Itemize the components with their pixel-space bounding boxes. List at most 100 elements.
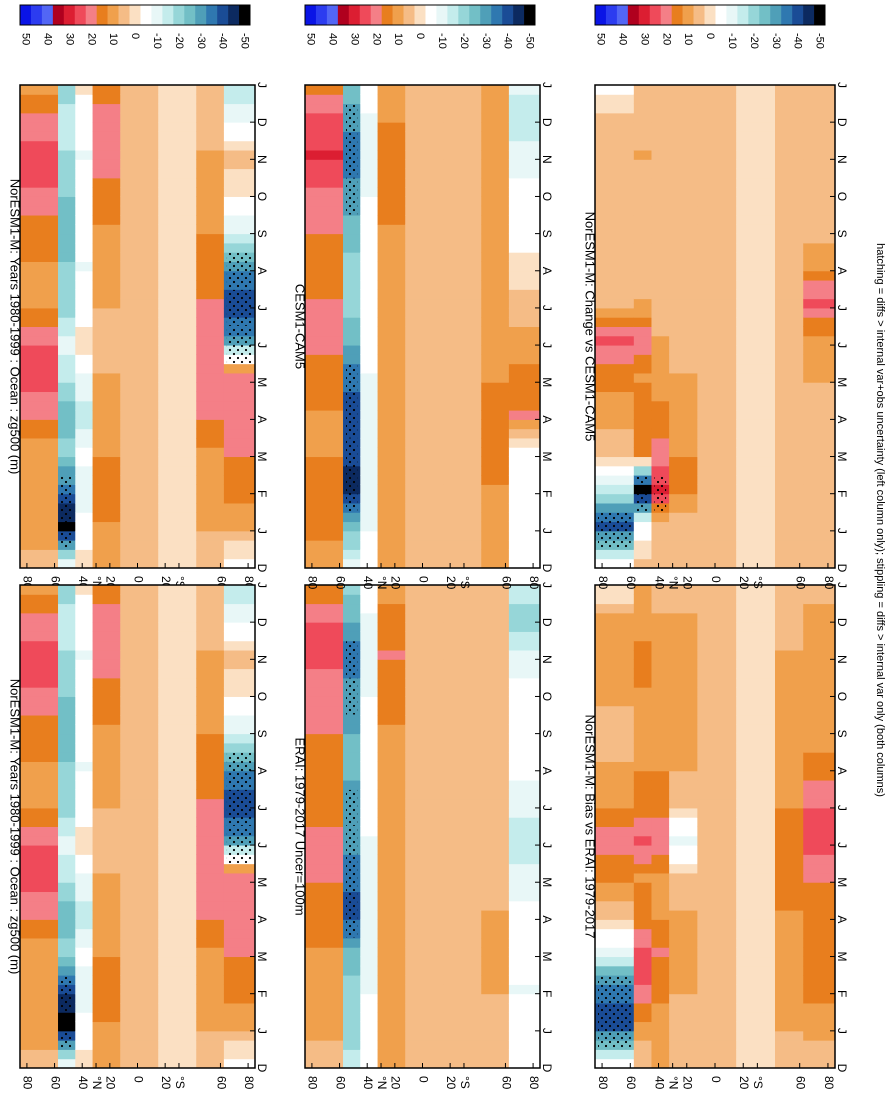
- colorbar-label: -50: [239, 33, 251, 49]
- heatmap-cell: [196, 984, 225, 995]
- colorbar-swatch: [469, 5, 481, 25]
- heatmap-cell: [360, 215, 379, 225]
- stipple-mark: [226, 289, 252, 326]
- heatmap-cell: [651, 326, 670, 337]
- heatmap-cell: [669, 233, 698, 244]
- heatmap-cell: [669, 1012, 698, 1023]
- stipple-mark: [654, 475, 667, 512]
- heatmap-cell: [633, 335, 652, 346]
- heatmap-cell: [305, 752, 344, 762]
- heatmap-cell: [775, 363, 804, 374]
- heatmap-cell: [75, 780, 94, 790]
- heatmap-cell: [405, 780, 444, 790]
- heatmap-cell: [223, 196, 256, 207]
- heatmap-cell: [377, 224, 406, 235]
- heatmap-cell: [736, 696, 776, 707]
- heatmap-cell: [343, 521, 361, 532]
- heatmap-cell: [443, 549, 482, 560]
- heatmap-cell: [736, 103, 776, 114]
- heatmap-cell: [196, 112, 225, 123]
- heatmap-cell: [803, 724, 836, 735]
- figure-footnote: hatching = diffs > internal var+obs unce…: [874, 243, 886, 797]
- heatmap-cell: [669, 419, 698, 430]
- heatmap-cell: [633, 845, 652, 855]
- heatmap-cell: [377, 937, 406, 948]
- panel-title: NorESM1-M: Years 1980-1999 : Ocean : zg5…: [8, 179, 23, 475]
- heatmap-cell: [92, 1002, 121, 1013]
- heatmap-cell: [803, 817, 836, 827]
- colorbar-swatch: [173, 5, 185, 25]
- heatmap-cell: [377, 975, 406, 985]
- heatmap-cell: [481, 112, 510, 123]
- heatmap-cell: [595, 724, 635, 735]
- colorbar-swatch: [337, 5, 350, 25]
- heatmap-cell: [775, 761, 804, 772]
- heatmap-cell: [651, 530, 670, 541]
- heatmap-cell: [405, 770, 444, 781]
- heatmap-cell: [405, 677, 444, 688]
- heatmap-cell: [20, 1002, 59, 1013]
- heatmap-cell: [443, 1021, 482, 1032]
- heatmap-cell: [196, 140, 225, 151]
- heatmap-cell: [305, 521, 344, 532]
- heatmap-cell: [92, 724, 121, 735]
- heatmap-cell: [158, 112, 197, 123]
- heatmap-cell: [443, 761, 482, 772]
- heatmap-cell: [58, 845, 76, 855]
- heatmap-cell: [633, 631, 652, 642]
- heatmap-cell: [736, 493, 776, 504]
- heatmap-cell: [508, 410, 541, 420]
- heatmap-cell: [736, 1030, 776, 1041]
- heatmap-cell: [775, 724, 804, 735]
- heatmap-cell: [697, 298, 737, 309]
- x-tick-label: D: [255, 618, 269, 627]
- heatmap-cell: [481, 798, 510, 809]
- heatmap-cell: [196, 1049, 225, 1060]
- heatmap-cell: [633, 659, 652, 670]
- heatmap-cell: [633, 540, 652, 550]
- heatmap-cell: [120, 475, 159, 485]
- heatmap-cell: [196, 94, 225, 105]
- heatmap-cell: [92, 85, 121, 95]
- heatmap-cell: [343, 298, 361, 309]
- heatmap-cell: [633, 372, 652, 383]
- heatmap-cell: [775, 984, 804, 995]
- x-tick-label: A: [540, 915, 554, 923]
- heatmap-cell: [377, 159, 406, 170]
- colorbar-label: 10: [392, 33, 404, 45]
- heatmap-cell: [443, 640, 482, 651]
- heatmap-cell: [669, 196, 698, 207]
- heatmap-cell: [651, 733, 670, 744]
- heatmap-cell: [595, 419, 635, 430]
- heatmap-cell: [595, 872, 635, 883]
- heatmap-cell: [305, 993, 344, 1004]
- heatmap-cell: [803, 196, 836, 207]
- heatmap-cell: [595, 122, 635, 132]
- heatmap-cell: [58, 298, 76, 309]
- colorbar-swatch: [436, 5, 448, 25]
- heatmap-cell: [669, 150, 698, 160]
- x-tick-label: F: [540, 490, 554, 497]
- heatmap-cell: [377, 733, 406, 744]
- heatmap-cell: [223, 937, 256, 948]
- heatmap-cell: [120, 863, 159, 874]
- x-tick-label: D: [540, 564, 554, 573]
- heatmap-cell: [803, 919, 836, 930]
- heatmap-cell: [75, 103, 94, 114]
- colorbar-1: 50 40 30 20 10 0 -10 -20 -30 -40 -50: [304, 4, 536, 49]
- x-tick-label: J: [255, 305, 269, 311]
- heatmap-cell: [360, 502, 379, 513]
- heatmap-cell: [736, 447, 776, 458]
- heatmap-cell: [736, 512, 776, 523]
- heatmap-cell: [697, 150, 737, 160]
- heatmap-cell: [120, 85, 159, 95]
- heatmap-cell: [775, 650, 804, 660]
- heatmap-cell: [377, 103, 406, 114]
- heatmap-cell: [595, 612, 635, 623]
- heatmap-cell: [360, 872, 379, 883]
- heatmap-cell: [481, 1058, 510, 1069]
- heatmap-cell: [736, 882, 776, 893]
- heatmap-cell: [595, 363, 635, 374]
- heatmap-cell: [508, 280, 541, 290]
- heatmap-cell: [481, 622, 510, 632]
